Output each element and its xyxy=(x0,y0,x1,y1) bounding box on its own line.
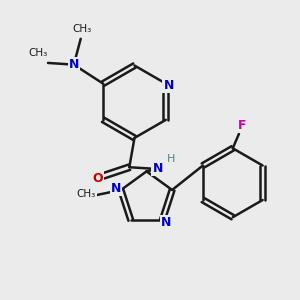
Text: CH₃: CH₃ xyxy=(73,24,92,34)
Text: N: N xyxy=(69,58,79,71)
Text: CH₃: CH₃ xyxy=(29,48,48,58)
Text: N: N xyxy=(164,79,174,92)
Text: O: O xyxy=(92,172,103,185)
Text: N: N xyxy=(161,216,172,229)
Text: N: N xyxy=(152,163,163,176)
Text: H: H xyxy=(167,154,176,164)
Text: N: N xyxy=(111,182,121,195)
Text: CH₃: CH₃ xyxy=(77,189,96,199)
Text: F: F xyxy=(238,119,247,132)
